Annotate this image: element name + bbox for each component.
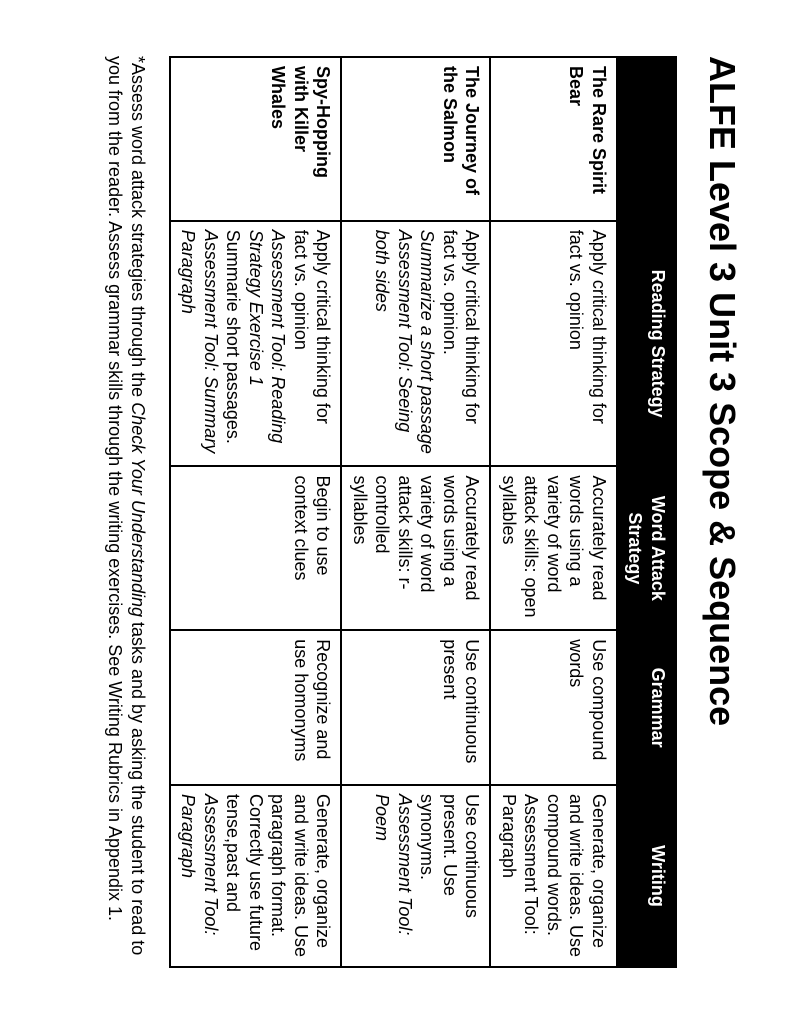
assessment-text: Assessment Tool: Seeing both sides [371, 230, 416, 458]
cell-word-attack: Accurately read words using a variety of… [491, 466, 618, 630]
table-header-row: Reading Strategy Word Attack Strategy Gr… [617, 57, 676, 967]
cell-reading: Apply critical thinking for fact vs. opi… [170, 221, 342, 467]
cell-writing: Generate, organize and write ideas. Use … [491, 785, 618, 967]
col-header-reading: Reading Strategy [617, 221, 676, 467]
cell-word-attack: Begin to use context clues [170, 466, 342, 630]
assessment-text: Assessment Tool: Paragraph [177, 794, 222, 958]
table-row: The Journey of the Salmon Apply critical… [342, 57, 491, 967]
assessment-label: Assessment Tool: [522, 794, 542, 935]
cell-writing: Generate, organize and write ideas. Use … [170, 785, 342, 967]
reading-text: Apply critical thinking for fact vs. opi… [290, 230, 335, 458]
footnote-italic: Check Your Understanding [128, 402, 148, 617]
cell-reading: Apply critical thinking for fact vs. opi… [342, 221, 491, 467]
page-title: ALFE Level 3 Unit 3 Scope & Sequence [701, 56, 743, 968]
row-title-spy-hopping: Spy-Hopping with Killer Whales [170, 57, 342, 221]
cell-writing: Use continuous present. Use synonyms. As… [342, 785, 491, 967]
scope-sequence-table: Reading Strategy Word Attack Strategy Gr… [169, 56, 677, 968]
col-header-grammar: Grammar [617, 630, 676, 785]
assessment-text: Assessment Tool: Poem [371, 794, 416, 958]
cell-reading: Apply critical thinking for fact vs. opi… [491, 221, 618, 467]
assessment-text: Assessment Tool: Reading Strategy Exerci… [245, 230, 290, 458]
writing-text: Use continuous present. Use synonyms. [416, 794, 484, 958]
reading-text-2: Summarie short passages. [224, 230, 244, 444]
footnote: *Assess word attack strategies through t… [102, 56, 149, 968]
reading-italic: Summarize a short passage [416, 230, 439, 458]
cell-word-attack: Accurately read words using a variety of… [342, 466, 491, 630]
writing-text: Generate, organize and write ideas. Use … [543, 794, 611, 958]
cell-grammar: Use compound words [491, 630, 618, 785]
row-title-rare-spirit-bear: The Rare Spirit Bear [491, 57, 618, 221]
col-header-blank [617, 57, 676, 221]
assessment-value: Paragraph [499, 794, 519, 878]
document-page: ALFE Level 3 Unit 3 Scope & Sequence Rea… [0, 0, 791, 1024]
cell-grammar: Use continuous present [342, 630, 491, 785]
cell-grammar: Recognize and use homonyms [170, 630, 342, 785]
table-row: The Rare Spirit Bear Apply critical thin… [491, 57, 618, 967]
table-row: Spy-Hopping with Killer Whales Apply cri… [170, 57, 342, 967]
assessment-text-2: Assessment Tool: Summary Paragraph [179, 230, 222, 453]
row-title-journey-salmon: The Journey of the Salmon [342, 57, 491, 221]
writing-text: Generate, organize and write ideas. Use … [222, 794, 335, 958]
col-header-writing: Writing [617, 785, 676, 967]
col-header-word-attack: Word Attack Strategy [617, 466, 676, 630]
footnote-pre: *Assess word attack strategies through t… [128, 56, 148, 402]
reading-text: Apply critical thinking for fact vs. opi… [439, 230, 484, 458]
